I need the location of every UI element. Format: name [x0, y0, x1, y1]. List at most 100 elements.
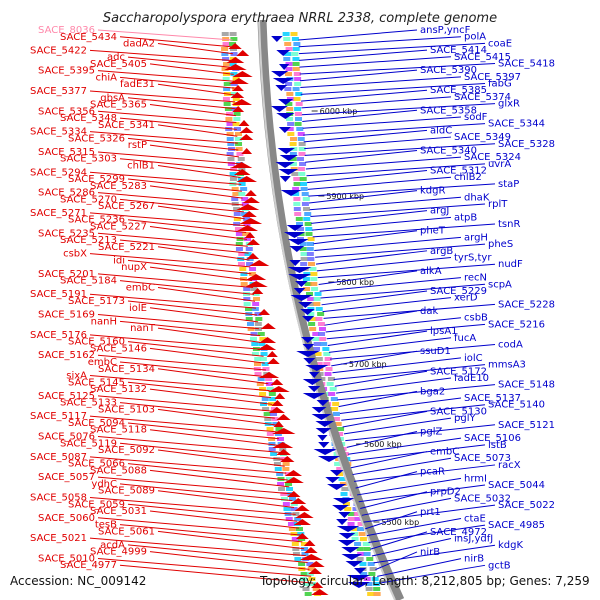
leader-line	[345, 424, 496, 442]
leader-line	[315, 250, 428, 265]
leader-line	[299, 69, 418, 82]
leader-line	[301, 89, 428, 102]
feature-band	[292, 47, 300, 51]
feature-band	[309, 317, 317, 321]
gene-label: kdgR	[420, 186, 445, 197]
feature-band	[230, 52, 238, 56]
gene-label: SACE_5422	[30, 45, 87, 56]
feature-band	[260, 352, 268, 356]
leader-line	[348, 437, 462, 455]
leader-line	[311, 216, 452, 231]
forward-gene-arrow	[278, 99, 294, 105]
feature-band	[222, 42, 230, 46]
leader-line	[97, 273, 254, 288]
reverse-gene-arrow	[271, 400, 284, 406]
feature-band	[232, 77, 240, 81]
gene-label: idi	[113, 255, 125, 266]
feature-band	[297, 227, 305, 231]
forward-strand-genes	[271, 36, 371, 588]
leader-line	[357, 477, 462, 496]
leader-line	[119, 76, 235, 89]
leader-line	[315, 243, 486, 258]
leader-line	[89, 537, 306, 557]
feature-band	[301, 552, 309, 556]
leader-line	[157, 286, 256, 302]
feature-band	[372, 582, 380, 586]
reverse-gene-arrow	[245, 274, 267, 280]
feature-band	[365, 587, 373, 591]
reverse-gene-arrow	[258, 337, 277, 343]
gene-label: SACE_5213	[60, 235, 117, 246]
feature-band	[241, 202, 249, 206]
feature-band	[295, 102, 303, 106]
feature-band	[236, 237, 244, 241]
gene-label: SACE_8036	[38, 25, 95, 36]
gene-label: tyrS,tyr	[454, 253, 492, 264]
leader-line	[303, 129, 428, 143]
feature-band	[226, 112, 234, 116]
feature-band	[285, 102, 293, 106]
feature-band	[286, 127, 294, 131]
gene-label: pcaR	[420, 467, 445, 478]
forward-gene-arrow	[293, 288, 306, 294]
leader-line	[127, 259, 252, 275]
feature-band	[318, 327, 326, 331]
leader-line	[127, 56, 234, 68]
leader-line	[336, 377, 452, 394]
forward-gene-arrow	[279, 155, 298, 161]
forward-gene-arrow	[317, 435, 328, 441]
feature-band	[297, 132, 305, 136]
feature-band	[293, 72, 301, 76]
gene-label: SACE_5385	[430, 85, 487, 96]
feature-band	[323, 352, 331, 356]
feature-band	[268, 437, 276, 441]
feature-band	[270, 452, 278, 456]
feature-band	[336, 472, 344, 476]
gene-label: SACE_5088	[90, 465, 147, 476]
feature-band	[329, 387, 337, 391]
feature-band	[246, 322, 254, 326]
reverse-gene-arrow	[287, 491, 301, 497]
gene-label: tesB	[95, 520, 117, 531]
leader-line	[301, 96, 452, 109]
feature-band	[309, 267, 317, 271]
feature-band	[293, 97, 301, 101]
leader-line	[304, 136, 452, 150]
reverse-gene-arrow	[293, 519, 311, 525]
feature-band	[296, 127, 304, 131]
reverse-gene-arrow	[276, 449, 291, 455]
feature-band	[249, 267, 257, 271]
feature-band	[308, 262, 316, 266]
leader-line	[157, 327, 262, 343]
leader-line	[97, 476, 291, 495]
feature-band	[233, 127, 241, 131]
gene-label: SACE_5299	[68, 174, 125, 185]
leader-line	[127, 300, 258, 316]
reverse-gene-arrow	[311, 589, 329, 595]
leader-line	[350, 451, 428, 469]
feature-band	[274, 467, 282, 471]
feature-band	[248, 272, 256, 276]
gene-label: SACE_5227	[90, 221, 147, 232]
feature-band	[223, 87, 231, 91]
leader-line	[89, 253, 251, 268]
leader-line	[89, 415, 278, 433]
feature-band	[327, 377, 335, 381]
feature-band	[238, 167, 246, 171]
feature-band	[225, 117, 233, 121]
gene-label: SACE_5341	[98, 120, 155, 131]
feature-band	[293, 202, 301, 206]
feature-band	[347, 522, 355, 526]
feature-band	[236, 152, 244, 156]
reverse-gene-arrow	[260, 323, 276, 329]
gene-label: SACE_5022	[498, 500, 555, 511]
leader-line	[119, 280, 255, 295]
gene-label: SACE_4999	[90, 547, 147, 558]
feature-band	[231, 187, 239, 191]
gene-label: SACE_5228	[498, 299, 555, 310]
feature-band	[319, 337, 327, 341]
feature-band	[234, 137, 242, 141]
gene-label: nirB	[420, 547, 440, 558]
leader-line	[339, 397, 462, 414]
feature-band	[229, 32, 237, 36]
